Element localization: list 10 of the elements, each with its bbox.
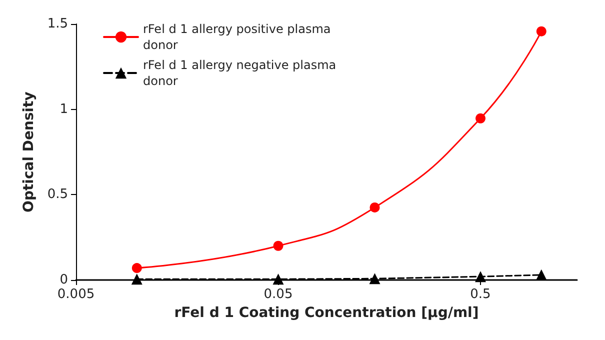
x-tick-label: 0.05 xyxy=(264,287,293,302)
y-tick-label: 0 xyxy=(60,272,68,288)
y-tick-label: 1 xyxy=(60,102,68,117)
x-axis-title: rFel d 1 Coating Concentration [µg/ml] xyxy=(174,305,479,321)
y-tick-label: 0.5 xyxy=(47,187,68,202)
legend-label: rFel d 1 allergy negative plasma donor xyxy=(143,58,340,88)
y-tick-label: 1.5 xyxy=(47,16,68,32)
y-axis-title: Optical Density xyxy=(21,92,37,212)
x-tick-label: 0.5 xyxy=(470,287,491,302)
x-tick-label: 0.005 xyxy=(57,287,95,302)
